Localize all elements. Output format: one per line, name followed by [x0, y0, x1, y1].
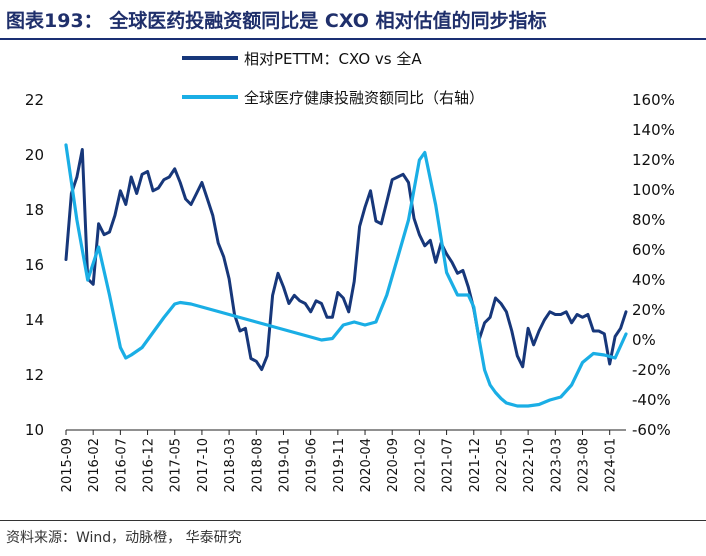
x-tick-label: 2015-09	[60, 438, 75, 492]
y-left-tick-label: 18	[25, 201, 44, 219]
x-tick-label: 2021-07	[441, 438, 456, 492]
y-right-tick-label: 80%	[632, 211, 665, 229]
x-tick-label: 2021-02	[413, 438, 428, 492]
y-right-tick-label: 20%	[632, 301, 665, 319]
y-right-tick-label: 0%	[632, 331, 656, 349]
x-tick-label: 2020-04	[359, 438, 374, 492]
x-tick-label: 2020-09	[386, 438, 401, 492]
axes: 10 12 14 16 18 20 22 -60% -40% -20% 0% 20% 40% 60% 80%…	[25, 91, 675, 492]
y-left-tick-label: 14	[25, 311, 44, 329]
x-tick-label: 2016-12	[142, 438, 157, 492]
x-tick-label: 2023-08	[577, 438, 592, 492]
x-tick-label: 2016-02	[87, 438, 102, 492]
source-divider	[0, 520, 706, 521]
y-right-tick-label: -60%	[632, 421, 671, 439]
x-tick-label: 2024-01	[604, 438, 619, 492]
y-right-tick-label: 140%	[632, 121, 675, 139]
plot-lines	[64, 143, 628, 408]
x-tick-label: 2017-05	[169, 438, 184, 492]
x-tick-label: 2016-07	[114, 438, 129, 492]
legend-label-cxo: 相对PETTM：CXO vs 全A	[244, 50, 422, 68]
x-tick-label: 2019-01	[277, 438, 292, 492]
legend: 相对PETTM：CXO vs 全A 全球医疗健康投融资额同比（右轴）	[182, 50, 484, 107]
y-right-tick-label: 120%	[632, 151, 675, 169]
y-left-tick-label: 20	[25, 146, 44, 164]
y-right-tick-label: 160%	[632, 91, 675, 109]
y-right-tick-label: 100%	[632, 181, 675, 199]
x-tick-label: 2023-03	[549, 438, 564, 492]
y-right-tick-label: 60%	[632, 241, 665, 259]
x-tick-label: 2019-06	[305, 438, 320, 492]
x-tick-label: 2022-05	[495, 438, 510, 492]
chart-svg: 相对PETTM：CXO vs 全A 全球医疗健康投融资额同比（右轴） 10121…	[25, 50, 675, 492]
x-tick-label: 2019-11	[332, 438, 347, 492]
x-tick-label: 2021-12	[468, 438, 483, 492]
legend-label-healthcare: 全球医疗健康投融资额同比（右轴）	[244, 89, 484, 107]
series-line-healthcare-yoy	[64, 143, 628, 408]
x-tick-label: 2022-10	[522, 438, 537, 492]
y-left-tick-label: 12	[25, 366, 44, 384]
source-note: 资料来源：Wind，动脉橙， 华泰研究	[6, 530, 242, 546]
title-bar: 图表193： 全球医药投融资额同比是 CXO 相对估值的同步指标	[0, 0, 706, 40]
y-left-tick-label: 10	[25, 421, 44, 439]
x-tick-label: 2017-10	[196, 438, 211, 492]
y-right-tick-label: -20%	[632, 361, 671, 379]
y-left-tick-label: 16	[25, 256, 44, 274]
series-line-cxo-relative-pe	[64, 148, 628, 371]
x-tick-label: 2018-08	[250, 438, 265, 492]
y-right-tick-label: -40%	[632, 391, 671, 409]
x-tick-label: 2018-03	[223, 438, 238, 492]
chart-title: 图表193： 全球医药投融资额同比是 CXO 相对估值的同步指标	[6, 10, 547, 32]
y-right-tick-label: 40%	[632, 271, 665, 289]
y-left-tick-label: 22	[25, 91, 44, 109]
